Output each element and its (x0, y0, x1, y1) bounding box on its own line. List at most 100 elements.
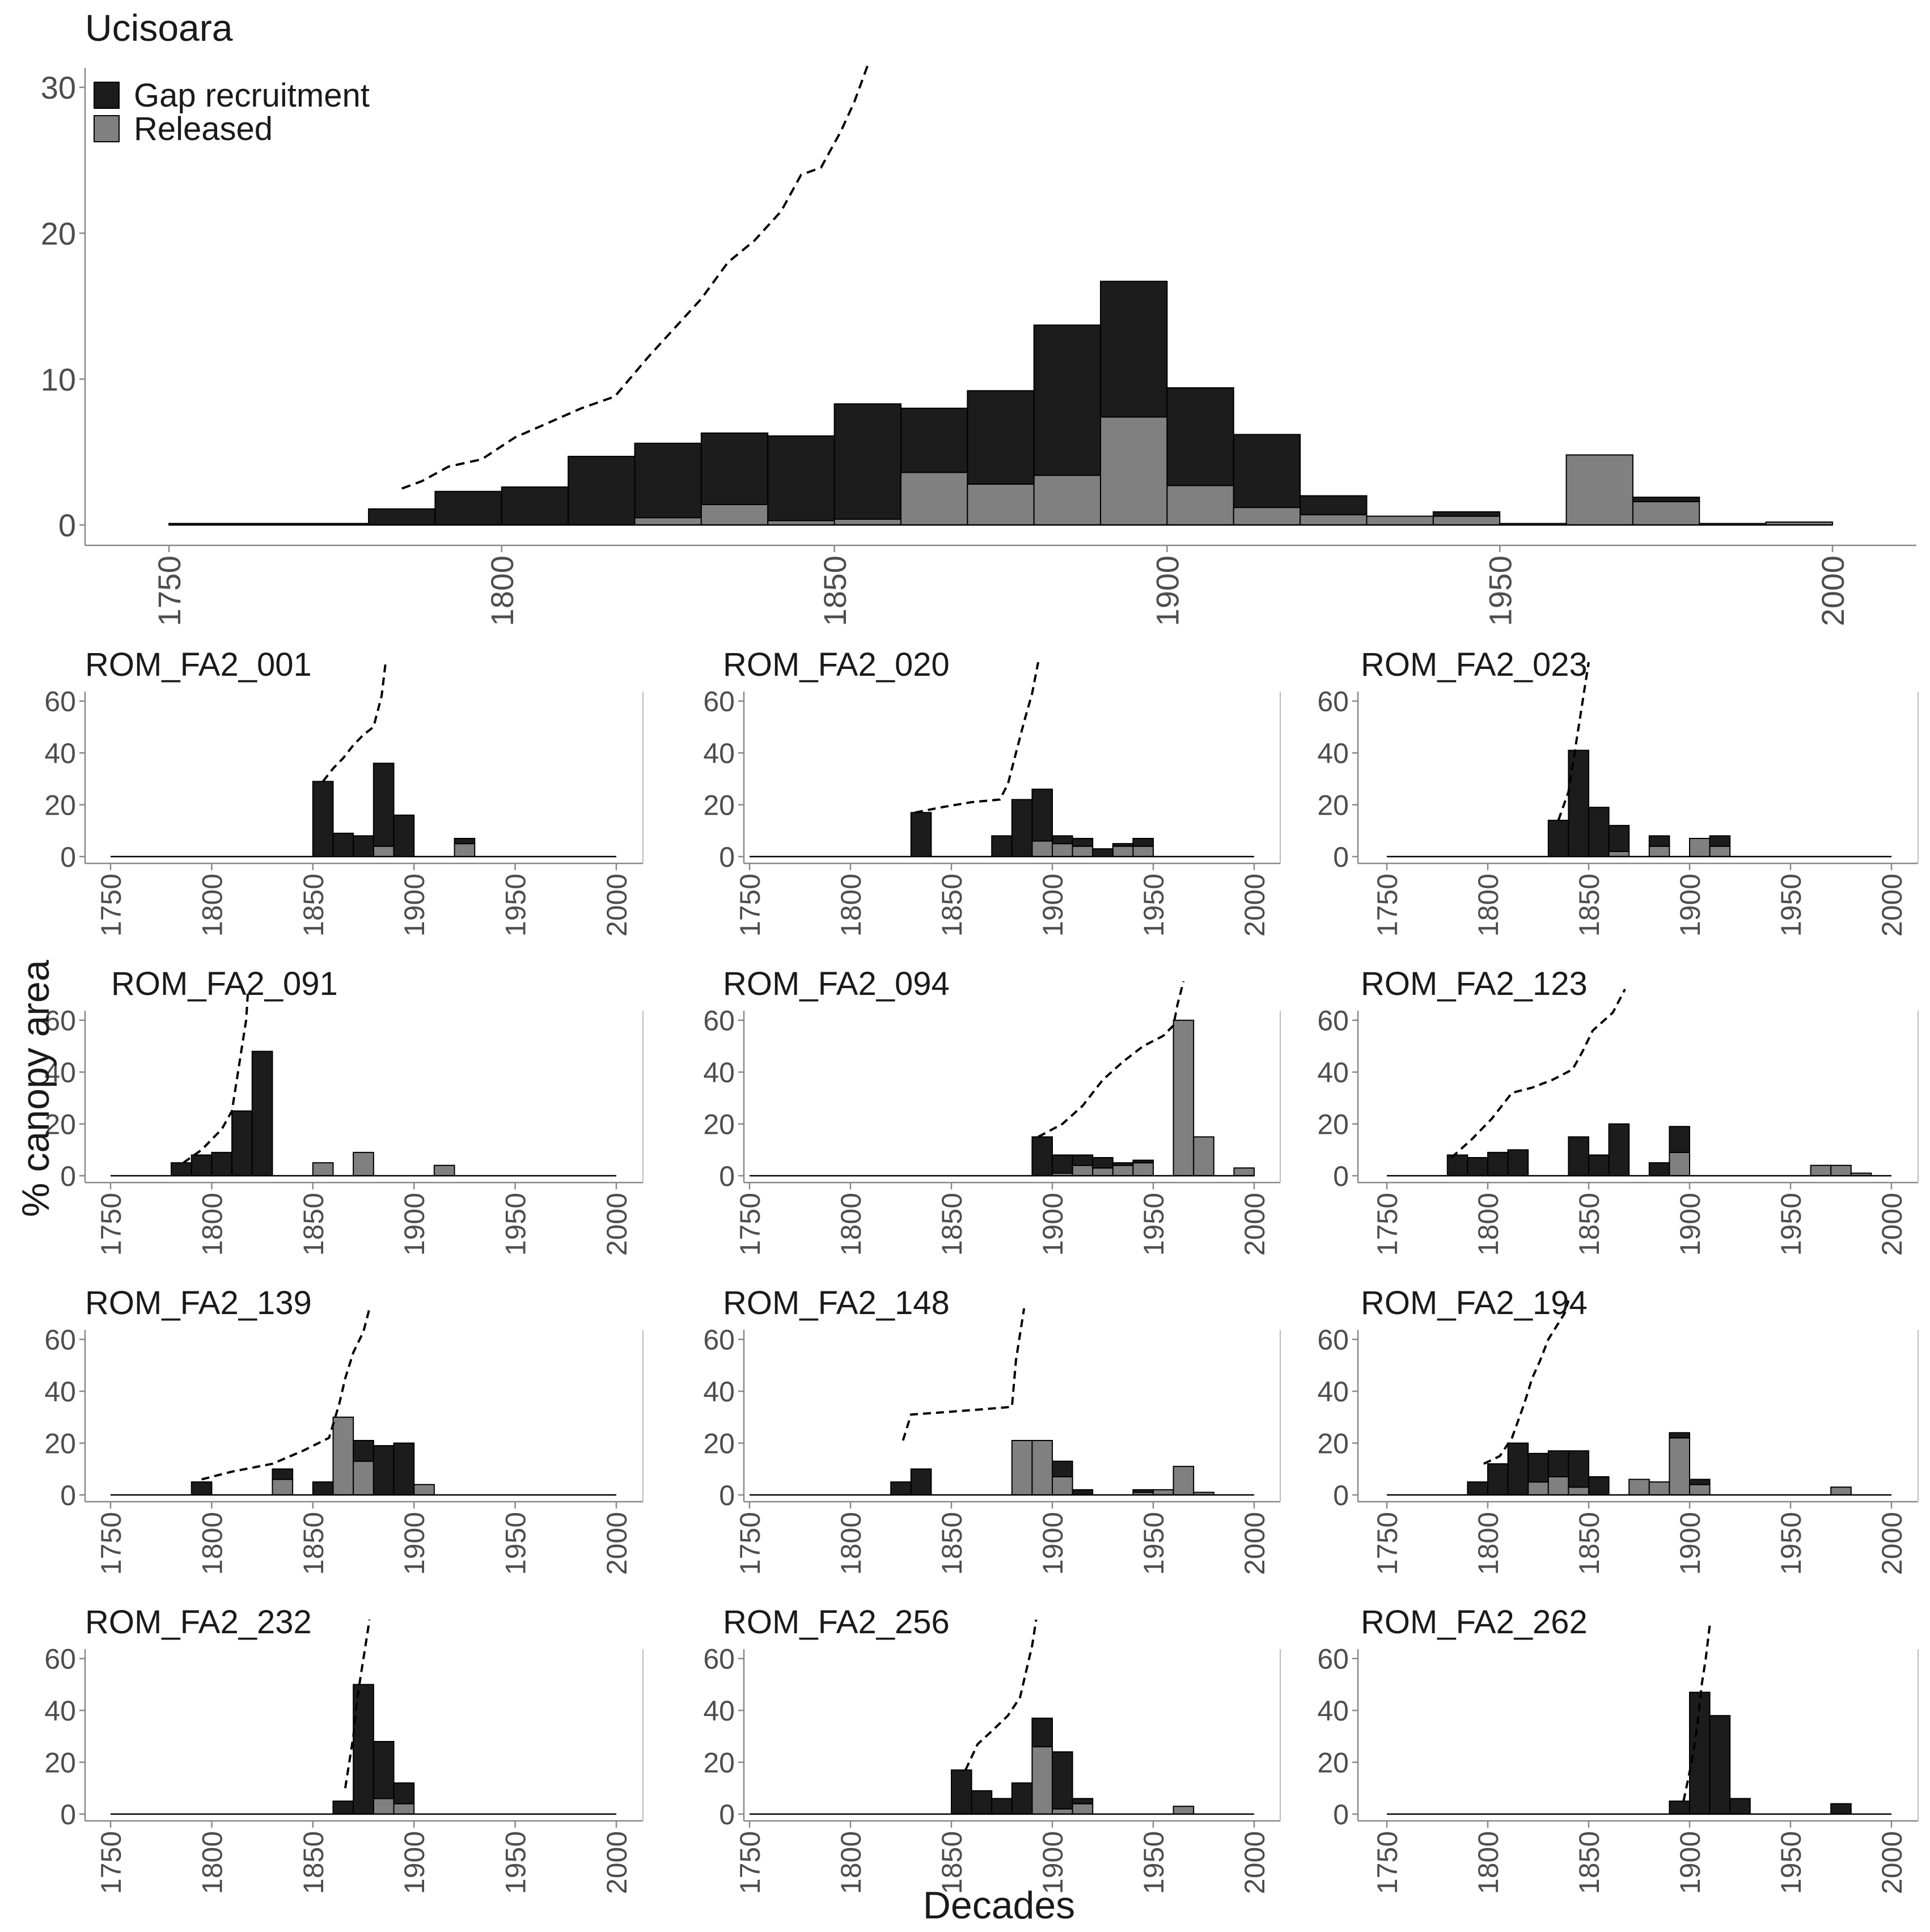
panel-ROM_FA2_148: 0 20 40 60 1750 1800 1850 1900 1950 2000 ROM_FA2_1… (703, 1285, 1281, 1575)
gap-bar (191, 1154, 213, 1177)
panel-ROM_FA2_256: 0 20 40 60 1750 1800 1850 1900 1950 2000 ROM_FA2_2… (703, 1604, 1281, 1894)
x-tick-label: 1950 (1138, 1831, 1170, 1894)
y-axis-label: % canopy area (14, 960, 57, 1217)
panel-title: ROM_FA2_020 (723, 646, 950, 683)
gap-bar (890, 1481, 912, 1495)
gap-bar (1112, 1162, 1134, 1166)
released-bar (1052, 1476, 1073, 1495)
x-tick-label: 2000 (1815, 556, 1851, 626)
y-tick-label: 40 (703, 1057, 735, 1088)
x-tick-label: 1900 (399, 1512, 430, 1575)
cumulative-line (201, 1308, 371, 1481)
released-bar (1669, 1151, 1690, 1177)
y-tick-label: 60 (703, 1324, 735, 1356)
y-tick-label: 0 (60, 1480, 76, 1511)
x-tick-label: 1800 (1472, 1512, 1504, 1575)
gap-bar (368, 508, 436, 526)
gap-bar (1092, 848, 1114, 858)
gap-bar (1689, 1478, 1711, 1485)
x-tick-label: 1900 (1674, 1512, 1706, 1575)
y-tick-label: 40 (44, 1376, 76, 1408)
y-tick-label: 60 (1317, 1643, 1349, 1675)
cumulative-line (1450, 988, 1626, 1159)
x-tick-label: 1900 (1674, 1831, 1706, 1894)
y-tick-label: 60 (703, 1005, 735, 1037)
x-tick-label: 1750 (734, 1193, 766, 1256)
x-tick-label: 1850 (1573, 1512, 1605, 1575)
y-tick-label: 10 (41, 362, 76, 397)
gap-bar (1588, 1154, 1610, 1177)
released-bar (1669, 1437, 1690, 1495)
y-tick-label: 20 (44, 1109, 76, 1141)
legend-swatch-released (94, 115, 120, 142)
gap-bar (833, 403, 901, 520)
gap-bar (353, 835, 374, 858)
released-bar (1432, 515, 1501, 526)
gap-bar (967, 390, 1035, 485)
cumulative-line (322, 662, 387, 782)
released-bar (1173, 1465, 1195, 1496)
gap-bar (1568, 1136, 1589, 1177)
released-bar (1628, 1478, 1650, 1496)
gap-bar (332, 1800, 354, 1815)
x-tick-label: 1750 (734, 874, 766, 937)
gap-bar (1648, 1162, 1670, 1176)
panel-title: ROM_FA2_256 (723, 1604, 950, 1641)
gap-bar (1072, 1489, 1094, 1496)
x-tick-label: 1850 (1573, 1193, 1605, 1256)
gap-bar (1588, 1476, 1610, 1495)
gap-bar (1052, 1154, 1073, 1174)
released-bar (353, 1151, 374, 1177)
y-tick-label: 20 (1317, 1428, 1349, 1460)
released-bar (1052, 1808, 1073, 1815)
gap-bar (991, 1798, 1013, 1815)
released-bar (413, 1484, 435, 1496)
y-tick-label: 0 (719, 1799, 735, 1831)
gap-bar (1689, 1692, 1711, 1815)
panel-ROM_FA2_139: 0 20 40 60 1750 1800 1850 1900 1950 2000 ROM_FA2_1… (44, 1285, 644, 1575)
panel-ROM_FA2_194: 0 20 40 60 1750 1800 1850 1900 1950 2000 ROM_FA2_1… (1317, 1285, 1919, 1575)
y-tick-label: 20 (44, 1747, 76, 1779)
y-tick-label: 40 (44, 1057, 76, 1088)
released-bar (700, 503, 769, 526)
panel-ROM_FA2_094: 0 20 40 60 1750 1800 1850 1900 1950 2000 ROM_FA2_0… (703, 965, 1281, 1256)
x-tick-label: 2000 (601, 1512, 633, 1575)
released-bar (1132, 845, 1154, 857)
legend-label-gap: Gap recruitment (134, 77, 370, 114)
released-bar (433, 1164, 455, 1177)
x-tick-label: 1950 (1775, 1512, 1807, 1575)
gap-bar (373, 1741, 395, 1799)
x-tick-label: 1850 (1573, 1831, 1605, 1894)
x-tick-label: 2000 (1876, 1831, 1908, 1894)
x-tick-label: 1850 (817, 556, 853, 626)
panel-Ucisoara: 0 10 20 30 1750 1800 1850 1900 1950 2000 (41, 65, 1916, 626)
released-bar (1632, 501, 1700, 526)
gap-bar (501, 486, 569, 526)
released-bar (1527, 1481, 1549, 1495)
x-tick-label: 1750 (1372, 1512, 1403, 1575)
cumulative-line (901, 1308, 1026, 1441)
gap-bar (171, 1162, 192, 1176)
released-bar (312, 1162, 334, 1176)
y-tick-label: 60 (1317, 686, 1349, 718)
y-tick-label: 0 (719, 1160, 735, 1192)
released-bar (967, 483, 1035, 526)
y-tick-label: 40 (703, 1376, 735, 1408)
x-tick-label: 2000 (601, 874, 633, 937)
gap-bar (1568, 1450, 1589, 1488)
x-tick-label: 2000 (1876, 874, 1908, 937)
gap-bar (1527, 1452, 1549, 1483)
cumulative-line (1483, 1300, 1570, 1465)
x-tick-label: 1950 (500, 1193, 532, 1256)
x-tick-label: 1850 (298, 1193, 329, 1256)
x-tick-label: 2000 (1876, 1512, 1908, 1575)
released-bar (1565, 454, 1633, 526)
y-tick-label: 0 (1333, 1480, 1349, 1511)
x-tick-label: 1800 (484, 556, 520, 626)
gap-bar (353, 1440, 374, 1462)
x-tick-label: 1750 (1372, 1831, 1403, 1894)
y-tick-label: 20 (1317, 1747, 1349, 1779)
gap-bar (251, 1050, 273, 1176)
y-tick-label: 0 (719, 1480, 735, 1511)
